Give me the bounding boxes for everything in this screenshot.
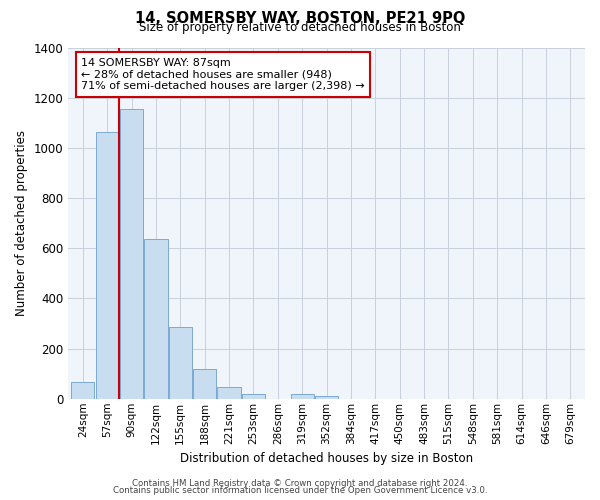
Text: Size of property relative to detached houses in Boston: Size of property relative to detached ho… [139, 22, 461, 35]
Text: 14 SOMERSBY WAY: 87sqm
← 28% of detached houses are smaller (948)
71% of semi-de: 14 SOMERSBY WAY: 87sqm ← 28% of detached… [81, 58, 365, 91]
Text: 14, SOMERSBY WAY, BOSTON, PE21 9PQ: 14, SOMERSBY WAY, BOSTON, PE21 9PQ [135, 11, 465, 26]
Text: Contains HM Land Registry data © Crown copyright and database right 2024.: Contains HM Land Registry data © Crown c… [132, 478, 468, 488]
Bar [217, 387, 241, 399]
Bar [193, 368, 216, 399]
Bar [290, 394, 314, 399]
Bar [169, 328, 192, 399]
Bar [120, 109, 143, 399]
Bar [242, 394, 265, 399]
Bar [145, 240, 167, 399]
Bar [315, 396, 338, 399]
Text: Contains public sector information licensed under the Open Government Licence v3: Contains public sector information licen… [113, 486, 487, 495]
Y-axis label: Number of detached properties: Number of detached properties [15, 130, 28, 316]
X-axis label: Distribution of detached houses by size in Boston: Distribution of detached houses by size … [180, 452, 473, 465]
Bar [95, 132, 119, 399]
Bar [71, 382, 94, 399]
